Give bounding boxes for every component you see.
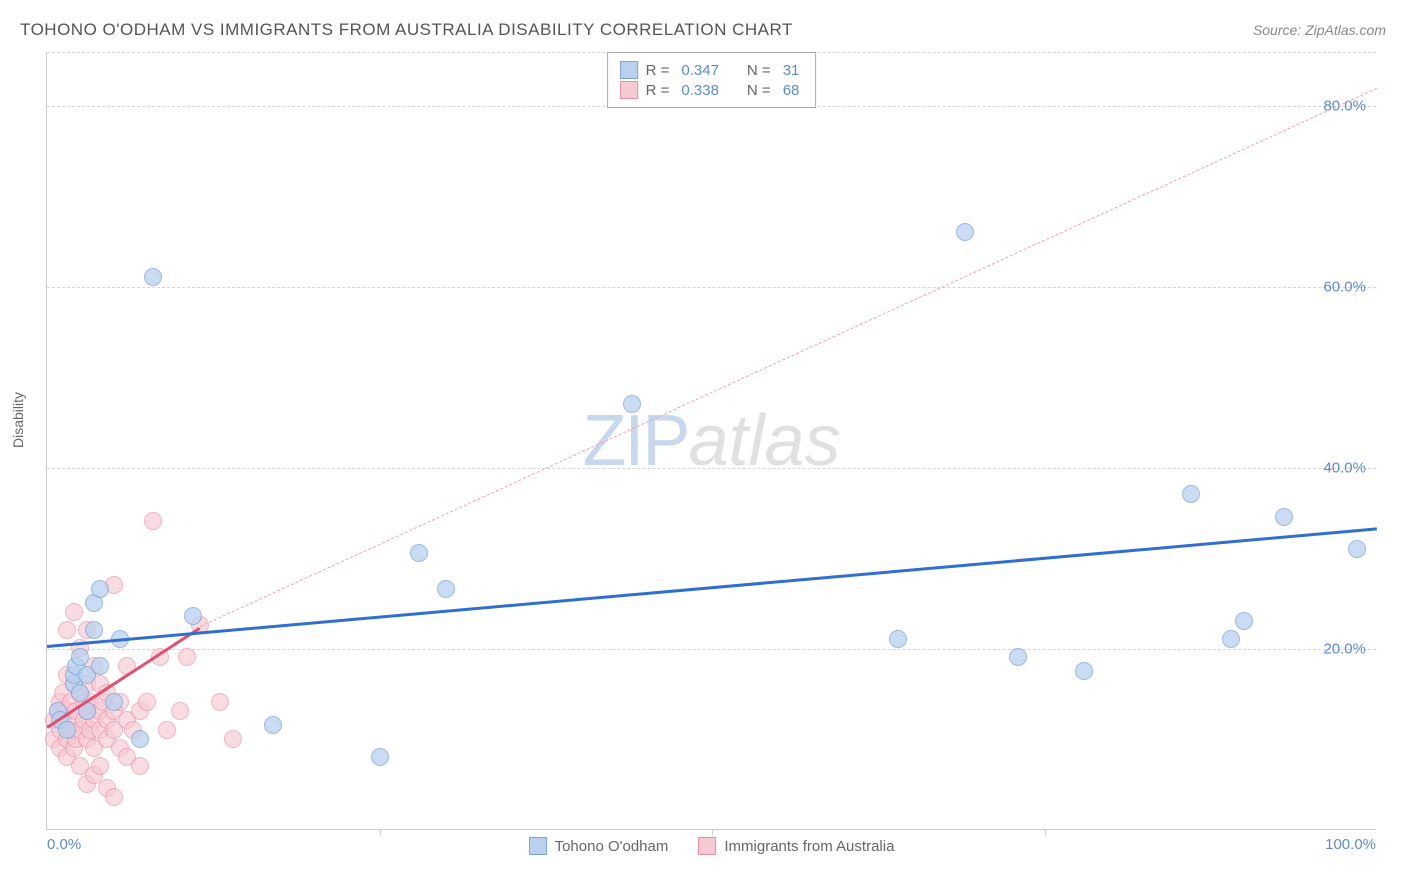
plot-area: ZIPatlas R = 0.347 N = 31 R = 0.338 N = …: [46, 52, 1376, 830]
data-point-tohono: [91, 580, 109, 598]
data-point-tohono: [131, 730, 149, 748]
y-tick-label: 60.0%: [1323, 279, 1366, 296]
gridline: [47, 287, 1376, 288]
x-tick-mark: [712, 829, 713, 835]
n-value-tohono: 31: [783, 62, 800, 79]
y-tick-label: 20.0%: [1323, 641, 1366, 658]
data-point-tohono: [91, 657, 109, 675]
r-value-tohono: 0.347: [681, 62, 719, 79]
data-point-tohono: [371, 748, 389, 766]
data-point-australia: [58, 621, 76, 639]
legend-swatch-icon: [529, 837, 547, 855]
data-point-tohono: [58, 721, 76, 739]
chart-title: TOHONO O'ODHAM VS IMMIGRANTS FROM AUSTRA…: [20, 20, 793, 40]
series-label-tohono: Tohono O'odham: [555, 838, 669, 855]
data-point-tohono: [1275, 508, 1293, 526]
data-point-tohono: [85, 621, 103, 639]
data-point-australia: [65, 603, 83, 621]
data-point-australia: [131, 757, 149, 775]
gridline: [47, 649, 1376, 650]
data-point-australia: [211, 693, 229, 711]
n-label: N =: [747, 62, 771, 79]
data-point-tohono: [264, 716, 282, 734]
data-point-australia: [105, 788, 123, 806]
r-label: R =: [646, 82, 670, 99]
x-tick-label: 100.0%: [1325, 836, 1376, 853]
data-point-tohono: [1235, 612, 1253, 630]
x-tick-mark: [380, 829, 381, 835]
legend-row-australia: R = 0.338 N = 68: [620, 81, 804, 99]
data-point-australia: [144, 512, 162, 530]
n-value-australia: 68: [783, 82, 800, 99]
series-legend: Tohono O'odham Immigrants from Australia: [529, 837, 895, 855]
data-point-tohono: [1348, 540, 1366, 558]
data-point-tohono: [71, 648, 89, 666]
data-point-tohono: [1075, 662, 1093, 680]
r-label: R =: [646, 62, 670, 79]
x-tick-label: 0.0%: [47, 836, 81, 853]
data-point-tohono: [1222, 630, 1240, 648]
y-axis-label: Disability: [10, 392, 26, 448]
data-point-tohono: [105, 693, 123, 711]
legend-swatch-australia: [620, 81, 638, 99]
gridline: [47, 468, 1376, 469]
data-point-tohono: [1009, 648, 1027, 666]
data-point-tohono: [184, 607, 202, 625]
data-point-tohono: [144, 268, 162, 286]
watermark-logo: ZIPatlas: [582, 400, 840, 482]
data-point-australia: [171, 702, 189, 720]
correlation-legend: R = 0.347 N = 31 R = 0.338 N = 68: [607, 52, 817, 108]
series-label-australia: Immigrants from Australia: [724, 838, 894, 855]
data-point-tohono: [1182, 485, 1200, 503]
data-point-tohono: [889, 630, 907, 648]
source-attribution: Source: ZipAtlas.com: [1253, 22, 1386, 38]
data-point-australia: [91, 757, 109, 775]
data-point-tohono: [410, 544, 428, 562]
trend-line: [47, 527, 1377, 647]
trend-line: [200, 88, 1377, 627]
legend-swatch-icon: [698, 837, 716, 855]
data-point-tohono: [437, 580, 455, 598]
data-point-tohono: [956, 223, 974, 241]
n-label: N =: [747, 82, 771, 99]
y-tick-label: 40.0%: [1323, 460, 1366, 477]
legend-swatch-tohono: [620, 61, 638, 79]
y-tick-label: 80.0%: [1323, 98, 1366, 115]
legend-row-tohono: R = 0.347 N = 31: [620, 61, 804, 79]
legend-item-australia: Immigrants from Australia: [698, 837, 894, 855]
data-point-australia: [158, 721, 176, 739]
r-value-australia: 0.338: [681, 82, 719, 99]
data-point-australia: [138, 693, 156, 711]
x-tick-mark: [1045, 829, 1046, 835]
legend-item-tohono: Tohono O'odham: [529, 837, 669, 855]
data-point-australia: [224, 730, 242, 748]
data-point-australia: [178, 648, 196, 666]
data-point-tohono: [623, 395, 641, 413]
